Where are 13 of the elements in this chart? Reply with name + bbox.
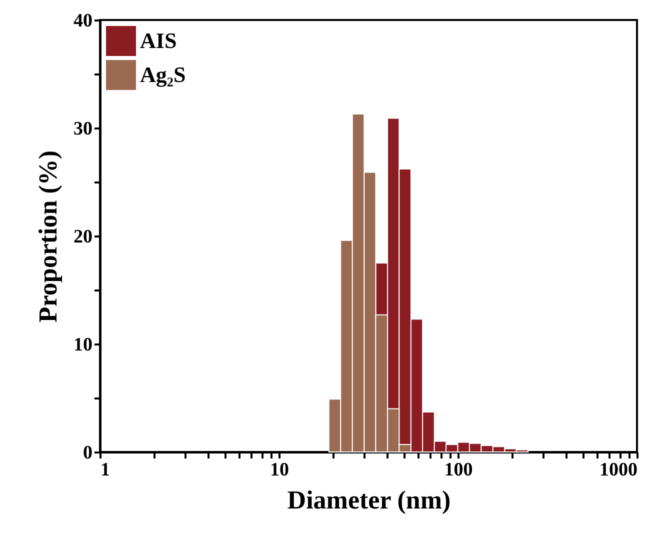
legend-label: AIS	[140, 28, 177, 53]
y-tick-label: 20	[74, 226, 92, 248]
legend-label: Ag₂S	[140, 62, 186, 87]
y-tick-label: 30	[74, 118, 92, 140]
y-tick-label: 0	[83, 442, 92, 464]
x-tick-label: 1	[100, 460, 110, 480]
x-tick-label: 10	[270, 460, 289, 480]
x-tick-label: 100	[444, 460, 473, 480]
y-tick-label: 10	[74, 334, 92, 356]
x-tick-label: 1000	[600, 460, 638, 480]
y-axis-title: Proportion (%)	[34, 150, 62, 323]
y-tick-label: 40	[74, 10, 92, 32]
x-axis-title: Diameter (nm)	[287, 486, 451, 514]
